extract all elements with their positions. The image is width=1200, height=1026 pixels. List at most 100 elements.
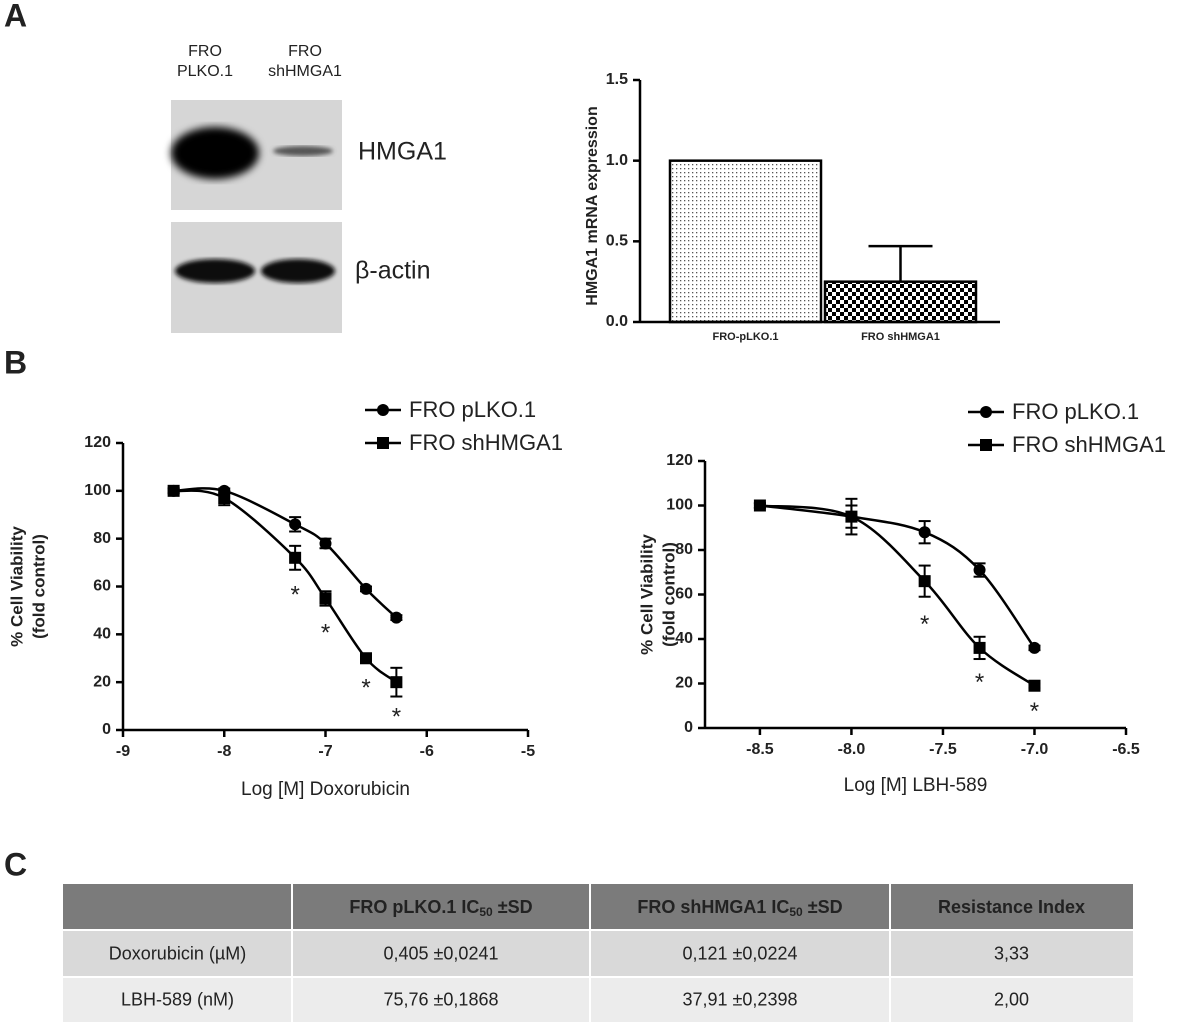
y-tick-label: 0: [102, 721, 111, 738]
annotation: *: [361, 675, 370, 702]
x-tick-label: -6: [420, 743, 434, 760]
legend-label: FRO shHMGA1: [1012, 432, 1166, 457]
marker: [390, 676, 403, 689]
annotation: *: [920, 611, 929, 638]
y-tick-label: 20: [93, 673, 111, 690]
annotation: *: [321, 620, 330, 647]
marker: [167, 484, 180, 497]
header-cell: FRO pLKO.1 IC50 ±SD: [349, 897, 532, 919]
x-axis-label: Log [M] LBH-589: [844, 775, 988, 796]
marker: [973, 641, 986, 654]
y-tick-label: 20: [675, 675, 693, 692]
y-tick-label: 0: [684, 719, 693, 736]
y-axis-label: (fold control): [29, 534, 48, 639]
y-tick-label: 1.5: [606, 71, 628, 88]
marker: [319, 537, 332, 550]
band: [261, 259, 335, 283]
annotation: *: [392, 703, 401, 730]
table-cell: 0,405 ±0,0241: [384, 943, 499, 963]
x-tick-label: FRO shHMGA1: [861, 331, 940, 343]
y-axis-label: % Cell Viability: [637, 534, 656, 655]
y-tick-label: 1.0: [606, 152, 628, 169]
band-label: HMGA1: [358, 138, 447, 166]
y-tick-label: 0.5: [606, 233, 628, 250]
marker: [289, 551, 302, 564]
panel-label: B: [4, 344, 27, 380]
lane-label: FRO: [288, 43, 322, 60]
annotation: *: [975, 669, 984, 696]
table: FRO pLKO.1 IC50 ±SD FRO shHMGA1 IC50 ±SD Res…: [63, 884, 1133, 1022]
x-tick-label: -6.5: [1112, 741, 1140, 758]
x-tick-label: -7: [318, 743, 332, 760]
lane-label: PLKO.1: [177, 63, 233, 80]
table-cell: 3,33: [994, 943, 1029, 963]
header-cell: FRO shHMGA1 IC50 ±SD: [637, 897, 842, 919]
panel-label: A: [4, 0, 27, 33]
marker: [1028, 679, 1041, 692]
y-tick-label: 120: [666, 452, 693, 469]
marker: [753, 499, 766, 512]
table-row: [63, 977, 1133, 1022]
header-suffix: ±SD: [808, 897, 843, 917]
x-tick-label: -7.0: [1021, 741, 1049, 758]
x-axis-label: Log [M] Doxorubicin: [241, 779, 410, 800]
y-axis-label: (fold control): [659, 542, 678, 647]
band: [171, 127, 259, 179]
y-tick-label: 80: [93, 530, 111, 547]
table-cell: 37,91 ±0,2398: [683, 989, 798, 1009]
lane-label: FRO: [188, 43, 222, 60]
table-cell: 75,76 ±0,1868: [384, 989, 499, 1009]
annotation: *: [290, 581, 299, 608]
y-tick-label: 60: [93, 578, 111, 595]
lane-label: shHMGA1: [268, 63, 342, 80]
table-cell: 2,00: [994, 989, 1029, 1009]
marker: [980, 406, 992, 418]
y-tick-label: 120: [84, 434, 111, 451]
marker: [218, 492, 231, 505]
bar: [668, 159, 823, 324]
marker: [918, 526, 931, 539]
marker: [289, 518, 302, 531]
x-tick-label: FRO-pLKO.1: [713, 331, 779, 343]
panel-label: C: [4, 846, 27, 882]
band: [175, 259, 255, 283]
x-tick-label: -8: [217, 743, 231, 760]
marker: [360, 652, 372, 665]
legend-label: FRO shHMGA1: [409, 430, 563, 455]
legend-label: FRO pLKO.1: [409, 397, 536, 422]
marker: [1028, 641, 1041, 654]
header-text: Resistance Index: [938, 897, 1085, 917]
x-tick-label: -8.5: [746, 741, 774, 758]
annotation: *: [1030, 698, 1039, 725]
fit-curve: [759, 504, 1036, 687]
fit-curve: [759, 504, 1036, 649]
marker: [973, 564, 986, 577]
marker: [845, 510, 858, 523]
y-tick-label: 100: [666, 497, 693, 514]
marker: [980, 439, 992, 451]
marker: [377, 437, 389, 449]
marker: [918, 575, 931, 588]
y-axis-label: HMGA1 mRNA expression: [584, 106, 601, 305]
marker: [319, 592, 332, 605]
marker: [377, 404, 389, 416]
header-suffix: ±SD: [498, 897, 533, 917]
y-axis-label: % Cell Viability: [7, 526, 26, 647]
marker: [360, 582, 372, 595]
header-subscript: 50: [789, 905, 803, 919]
y-tick-label: 40: [675, 630, 693, 647]
y-tick-label: 80: [675, 541, 693, 558]
y-tick-label: 40: [93, 626, 111, 643]
y-tick-label: 60: [675, 586, 693, 603]
x-tick-label: -5: [521, 743, 535, 760]
header-subscript: 50: [479, 905, 493, 919]
bar: [823, 280, 978, 324]
x-tick-label: -8.0: [838, 741, 866, 758]
western-blot: FRO PLKO.1 FRO shHMGA1 HMGA1 β-actin: [171, 43, 447, 333]
table-cell: 0,121 ±0,0224: [683, 943, 798, 963]
band: [273, 146, 333, 156]
header-cell: Resistance Index: [938, 897, 1085, 917]
fit-curve: [173, 487, 398, 619]
x-tick-label: -7.5: [929, 741, 957, 758]
